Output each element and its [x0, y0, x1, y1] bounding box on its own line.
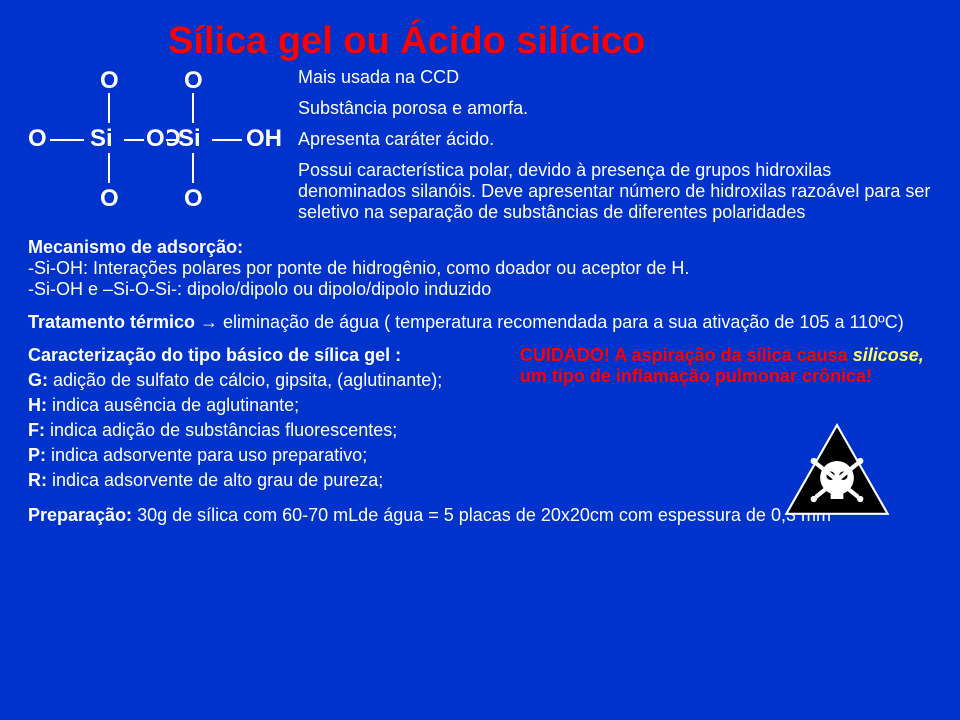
- atom-o: O: [100, 185, 119, 213]
- warning-block: CUIDADO! A aspiração da sílica causa sil…: [520, 345, 932, 495]
- bond-v: [192, 153, 194, 183]
- atom-si: Si: [90, 125, 113, 153]
- page-title: Sílica gel ou Ácido silícico: [168, 20, 932, 63]
- charac-p-label: P:: [28, 445, 46, 465]
- charac-h-label: H:: [28, 395, 47, 415]
- charac-f-label: F:: [28, 420, 45, 440]
- skull-warning-icon: [782, 423, 892, 518]
- bond-h: [212, 139, 242, 141]
- thermal-label: Tratamento térmico: [28, 312, 195, 332]
- two-column-row: Caracterização do tipo básico de sílica …: [28, 345, 932, 495]
- bond-v: [108, 153, 110, 183]
- atom-oh: OH: [246, 125, 282, 153]
- prep-label: Preparação:: [28, 505, 132, 525]
- warning-em: silicose,: [853, 345, 924, 365]
- charac-r-label: R:: [28, 470, 47, 490]
- bond-h: [166, 139, 178, 141]
- intro-line: Apresenta caráter ácido.: [298, 129, 932, 150]
- bond-v: [108, 93, 110, 123]
- atom-o: O: [28, 125, 47, 153]
- intro-line: Possui característica polar, devido à pr…: [298, 160, 932, 223]
- atom-o: O: [144, 125, 167, 153]
- mechanism-line: -Si-OH: Interações polares por ponte de …: [28, 258, 689, 278]
- charac-p-text: indica adsorvente para uso preparativo;: [46, 445, 367, 465]
- warning-rest: um tipo de inflamação pulmonar crônica!: [520, 366, 872, 386]
- top-row: O O O Si O O O Si OH O Mais usada na CCD…: [28, 67, 932, 233]
- atom-o: O: [184, 67, 203, 95]
- characterization-block: Caracterização do tipo básico de sílica …: [28, 345, 502, 495]
- intro-line: Substância porosa e amorfa.: [298, 98, 932, 119]
- charac-f-text: indica adição de substâncias fluorescent…: [45, 420, 397, 440]
- prep-text: 30g de sílica com 60-70 mLde água = 5 pl…: [132, 505, 831, 525]
- warning-lead: CUIDADO! A aspiração da sílica causa: [520, 345, 853, 365]
- chemical-structure: O O O Si O O O Si OH O: [28, 67, 288, 227]
- charac-g-text: adição de sulfato de cálcio, gipsita, (a…: [48, 370, 442, 390]
- atom-si: Si: [178, 125, 201, 153]
- bond-v: [192, 93, 194, 123]
- mechanism-line: -Si-OH e –Si-O-Si-: dipolo/dipolo ou dip…: [28, 279, 491, 299]
- charac-g-label: G:: [28, 370, 48, 390]
- atom-o: O: [100, 67, 119, 95]
- intro-block: Mais usada na CCD Substância porosa e am…: [288, 67, 932, 233]
- charac-h-text: indica ausência de aglutinante;: [47, 395, 299, 415]
- thermal-text: → eliminação de água ( temperatura recom…: [195, 312, 904, 332]
- mechanism-heading: Mecanismo de adsorção:: [28, 237, 243, 257]
- intro-line: Mais usada na CCD: [298, 67, 932, 88]
- atom-o: O: [184, 185, 203, 213]
- charac-heading: Caracterização do tipo básico de sílica …: [28, 345, 502, 366]
- mechanism-block: Mecanismo de adsorção: -Si-OH: Interaçõe…: [28, 237, 932, 300]
- thermal-treatment: Tratamento térmico → eliminação de água …: [28, 312, 932, 333]
- bond-h: [124, 139, 142, 141]
- charac-r-text: indica adsorvente de alto grau de pureza…: [47, 470, 383, 490]
- bond-h: [50, 139, 84, 141]
